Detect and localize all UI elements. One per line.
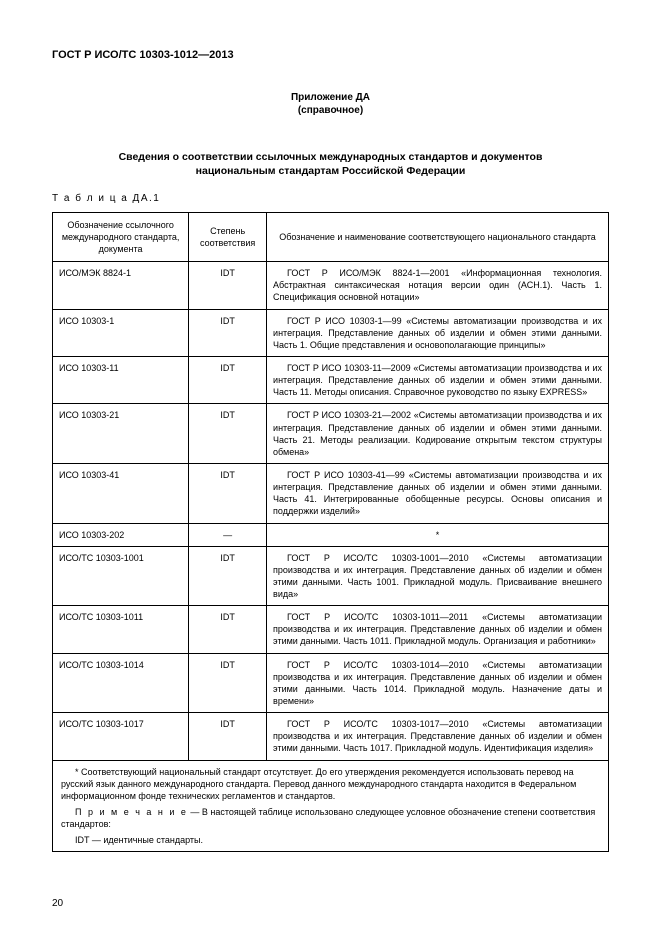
table-header-row: Обозначение ссылочного международного ст… [53, 212, 609, 261]
col-header-1: Обозначение ссылочного международного ст… [53, 212, 189, 261]
table-label: Т а б л и ц а ДА.1 [52, 192, 609, 206]
cell-conformance: IDT [189, 606, 267, 653]
title-line1: Сведения о соответствии ссылочных междун… [119, 151, 543, 163]
title-line2: национальным стандартам Российской Федер… [196, 165, 466, 177]
cell-national-standard: ГОСТ Р ИСО/ТС 10303-1001—2010 «Системы а… [267, 546, 609, 606]
footnote-idt: IDT — идентичные стандарты. [61, 834, 600, 846]
cell-conformance: IDT [189, 546, 267, 606]
cell-national-standard: ГОСТ Р ИСО/ТС 10303-1011—2011 «Системы а… [267, 606, 609, 653]
page: ГОСТ Р ИСО/ТС 10303-1012—2013 Приложение… [0, 0, 661, 936]
footnote-asterisk: * Соответствующий национальный стандарт … [61, 766, 600, 802]
cell-conformance: IDT [189, 653, 267, 713]
main-title: Сведения о соответствии ссылочных междун… [52, 150, 609, 178]
table-row: ИСО/ТС 10303-1014IDTГОСТ Р ИСО/ТС 10303-… [53, 653, 609, 713]
page-number: 20 [52, 897, 63, 911]
footnote-cell: * Соответствующий национальный стандарт … [53, 760, 609, 852]
table-row: ИСО/МЭК 8824-1IDTГОСТ Р ИСО/МЭК 8824-1—2… [53, 262, 609, 309]
col-header-2: Степень соответствия [189, 212, 267, 261]
cell-standard-ref: ИСО/ТС 10303-1001 [53, 546, 189, 606]
cell-national-standard: * [267, 523, 609, 546]
cell-conformance: IDT [189, 356, 267, 403]
cell-national-standard: ГОСТ Р ИСО 10303-21—2002 «Системы автома… [267, 404, 609, 464]
table-row: ИСО/ТС 10303-1017IDTГОСТ Р ИСО/ТС 10303-… [53, 713, 609, 760]
cell-conformance: IDT [189, 404, 267, 464]
col-header-3: Обозначение и наименование соответствующ… [267, 212, 609, 261]
cell-conformance: IDT [189, 713, 267, 760]
cell-national-standard: ГОСТ Р ИСО/МЭК 8824-1—2001 «Информационн… [267, 262, 609, 309]
cell-national-standard: ГОСТ Р ИСО/ТС 10303-1014—2010 «Системы а… [267, 653, 609, 713]
cell-standard-ref: ИСО/ТС 10303-1014 [53, 653, 189, 713]
table-row: ИСО/ТС 10303-1001IDTГОСТ Р ИСО/ТС 10303-… [53, 546, 609, 606]
table-row: ИСО 10303-21IDTГОСТ Р ИСО 10303-21—2002 … [53, 404, 609, 464]
note-label: П р и м е ч а н и е [75, 807, 188, 817]
cell-standard-ref: ИСО 10303-1 [53, 309, 189, 356]
cell-national-standard: ГОСТ Р ИСО 10303-41—99 «Системы автомати… [267, 463, 609, 523]
table-footnote-row: * Соответствующий национальный стандарт … [53, 760, 609, 852]
appendix-label: Приложение ДА [52, 91, 609, 105]
cell-conformance: — [189, 523, 267, 546]
footnote-note: П р и м е ч а н и е — В настоящей таблиц… [61, 806, 600, 830]
table-row: ИСО 10303-1IDTГОСТ Р ИСО 10303-1—99 «Сис… [53, 309, 609, 356]
cell-standard-ref: ИСО/ТС 10303-1017 [53, 713, 189, 760]
standards-table: Обозначение ссылочного международного ст… [52, 212, 609, 853]
cell-standard-ref: ИСО 10303-11 [53, 356, 189, 403]
cell-conformance: IDT [189, 463, 267, 523]
cell-national-standard: ГОСТ Р ИСО/ТС 10303-1017—2010 «Системы а… [267, 713, 609, 760]
table-row: ИСО/ТС 10303-1011IDTГОСТ Р ИСО/ТС 10303-… [53, 606, 609, 653]
table-row: ИСО 10303-41IDTГОСТ Р ИСО 10303-41—99 «С… [53, 463, 609, 523]
document-code: ГОСТ Р ИСО/ТС 10303-1012—2013 [52, 48, 609, 63]
table-row: ИСО 10303-202—* [53, 523, 609, 546]
cell-standard-ref: ИСО/ТС 10303-1011 [53, 606, 189, 653]
cell-conformance: IDT [189, 309, 267, 356]
table-row: ИСО 10303-11IDTГОСТ Р ИСО 10303-11—2009 … [53, 356, 609, 403]
cell-standard-ref: ИСО 10303-41 [53, 463, 189, 523]
cell-standard-ref: ИСО 10303-202 [53, 523, 189, 546]
cell-standard-ref: ИСО/МЭК 8824-1 [53, 262, 189, 309]
cell-national-standard: ГОСТ Р ИСО 10303-1—99 «Системы автоматиз… [267, 309, 609, 356]
cell-conformance: IDT [189, 262, 267, 309]
cell-national-standard: ГОСТ Р ИСО 10303-11—2009 «Системы автома… [267, 356, 609, 403]
appendix-subtitle: (справочное) [52, 104, 609, 118]
table-body: ИСО/МЭК 8824-1IDTГОСТ Р ИСО/МЭК 8824-1—2… [53, 262, 609, 761]
cell-standard-ref: ИСО 10303-21 [53, 404, 189, 464]
